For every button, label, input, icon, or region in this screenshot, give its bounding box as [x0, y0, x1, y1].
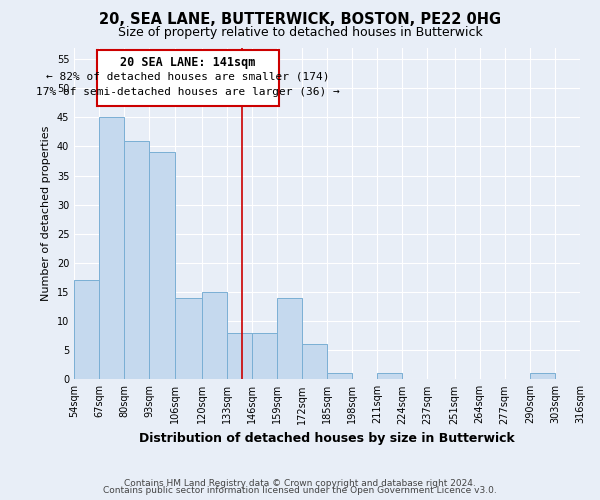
- Bar: [175, 298, 202, 380]
- Bar: [327, 374, 352, 380]
- Bar: [99, 118, 124, 380]
- Bar: [580, 374, 600, 380]
- Bar: [252, 332, 277, 380]
- Bar: [277, 298, 302, 380]
- Bar: [202, 292, 227, 380]
- Bar: [227, 332, 252, 380]
- Bar: [530, 374, 555, 380]
- Bar: [124, 140, 149, 380]
- Text: 20, SEA LANE, BUTTERWICK, BOSTON, PE22 0HG: 20, SEA LANE, BUTTERWICK, BOSTON, PE22 0…: [99, 12, 501, 28]
- X-axis label: Distribution of detached houses by size in Butterwick: Distribution of detached houses by size …: [139, 432, 515, 445]
- Bar: [377, 374, 403, 380]
- Y-axis label: Number of detached properties: Number of detached properties: [41, 126, 51, 301]
- Text: Size of property relative to detached houses in Butterwick: Size of property relative to detached ho…: [118, 26, 482, 39]
- Bar: [74, 280, 99, 380]
- Bar: [149, 152, 175, 380]
- Text: Contains public sector information licensed under the Open Government Licence v3: Contains public sector information licen…: [103, 486, 497, 495]
- Text: 20 SEA LANE: 141sqm: 20 SEA LANE: 141sqm: [121, 56, 256, 70]
- Text: 17% of semi-detached houses are larger (36) →: 17% of semi-detached houses are larger (…: [36, 88, 340, 98]
- FancyBboxPatch shape: [97, 50, 279, 106]
- Text: Contains HM Land Registry data © Crown copyright and database right 2024.: Contains HM Land Registry data © Crown c…: [124, 478, 476, 488]
- Text: ← 82% of detached houses are smaller (174): ← 82% of detached houses are smaller (17…: [46, 72, 330, 82]
- Bar: [302, 344, 327, 380]
